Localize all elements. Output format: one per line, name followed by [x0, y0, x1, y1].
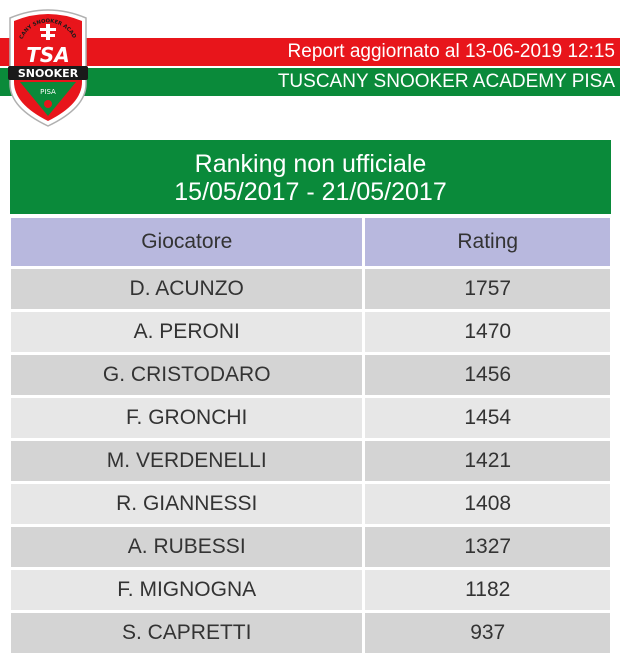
table-row: A. RUBESSI 1327: [11, 527, 610, 567]
rating-cell: 1454: [365, 398, 610, 438]
rating-cell: 937: [365, 613, 610, 653]
table-row: D. ACUNZO 1757: [11, 269, 610, 309]
column-header-player: Giocatore: [11, 218, 363, 266]
ranking-title-line: Ranking non ufficiale: [194, 150, 427, 178]
player-cell: A. RUBESSI: [11, 527, 363, 567]
academy-name-bar: TUSCANY SNOOKER ACADEMY PISA: [0, 68, 620, 96]
rating-cell: 1470: [365, 312, 610, 352]
table-row: F. MIGNOGNA 1182: [11, 570, 610, 610]
rating-cell: 1182: [365, 570, 610, 610]
player-cell: A. PERONI: [11, 312, 363, 352]
ranking-title: Ranking non ufficiale 15/05/2017 - 21/05…: [10, 140, 611, 214]
table-row: A. PERONI 1470: [11, 312, 610, 352]
rating-cell: 1421: [365, 441, 610, 481]
player-cell: R. GIANNESSI: [11, 484, 363, 524]
rating-cell: 1757: [365, 269, 610, 309]
table-row: S. CAPRETTI 937: [11, 613, 610, 653]
table-row: G. CRISTODARO 1456: [11, 355, 610, 395]
logo-banner: SNOOKER: [18, 67, 79, 80]
table-header-row: Giocatore Rating: [11, 218, 610, 266]
rating-cell: 1456: [365, 355, 610, 395]
academy-name-text: TUSCANY SNOOKER ACADEMY PISA: [277, 71, 615, 92]
logo-city: PISA: [40, 88, 56, 96]
player-cell: G. CRISTODARO: [11, 355, 363, 395]
snooker-ball-icon: [44, 100, 52, 108]
rating-cell: 1327: [365, 527, 610, 567]
logo-mark: TSA: [26, 43, 70, 67]
player-cell: M. VERDENELLI: [11, 441, 363, 481]
rating-cell: 1408: [365, 484, 610, 524]
player-cell: F. MIGNOGNA: [11, 570, 363, 610]
column-header-rating: Rating: [365, 218, 610, 266]
pisa-cross-icon: [40, 24, 56, 40]
ranking-table: Giocatore Rating D. ACUNZO 1757 A. PERON…: [8, 215, 613, 656]
table-row: F. GRONCHI 1454: [11, 398, 610, 438]
player-cell: D. ACUNZO: [11, 269, 363, 309]
table-row: R. GIANNESSI 1408: [11, 484, 610, 524]
player-cell: S. CAPRETTI: [11, 613, 363, 653]
player-cell: F. GRONCHI: [11, 398, 363, 438]
ranking-period: 15/05/2017 - 21/05/2017: [174, 178, 447, 206]
table-row: M. VERDENELLI 1421: [11, 441, 610, 481]
tsa-logo: TUSCANY SNOOKER ACADEMY TSA SNOOKER PISA: [4, 4, 88, 127]
report-date-text: Report aggiornato al 13-06-2019 12:15: [287, 41, 615, 62]
report-date-bar: Report aggiornato al 13-06-2019 12:15: [0, 38, 620, 66]
